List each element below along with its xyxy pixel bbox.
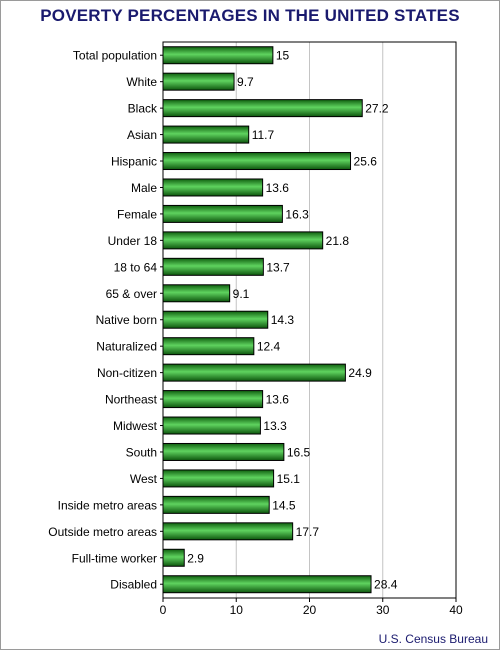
value-label: 25.6: [354, 155, 378, 169]
source-note: U.S. Census Bureau: [378, 632, 488, 646]
category-label: Northeast: [105, 393, 158, 407]
value-label: 14.3: [271, 313, 295, 327]
bar-1: [162, 72, 235, 91]
value-label: 15.1: [277, 472, 301, 486]
value-label: 24.9: [348, 366, 372, 380]
category-label: Midwest: [113, 419, 158, 433]
bar-11: [162, 337, 255, 356]
value-label: 9.1: [233, 287, 250, 301]
bar-4: [162, 152, 352, 171]
value-label: 15: [276, 49, 290, 63]
value-label: 9.7: [237, 75, 254, 89]
category-label: Hispanic: [111, 155, 157, 169]
category-label: Native born: [96, 313, 157, 327]
bar-2: [162, 99, 363, 118]
axes: Total population White Black Asian Hispanic M…: [48, 41, 463, 617]
value-label: 11.7: [252, 128, 275, 142]
bar-17: [162, 495, 270, 514]
bar-8: [162, 257, 264, 276]
x-tick-label: 30: [376, 603, 390, 617]
value-label: 16.5: [287, 445, 311, 459]
category-label: 18 to 64: [114, 260, 158, 274]
category-label: Inside metro areas: [58, 498, 157, 512]
bar-9: [162, 284, 231, 303]
bar-13: [162, 390, 264, 409]
category-label: Non-citizen: [97, 366, 157, 380]
category-label: Disabled: [110, 578, 157, 592]
value-label: 13.6: [266, 181, 290, 195]
bars: 15 9.7 27.2 11.7 25.6 13.6 16.3 21.8 13.7 9.1 14.3…: [162, 46, 398, 594]
category-label: Full-time worker: [72, 551, 157, 565]
x-tick-label: 20: [303, 603, 317, 617]
bar-19: [162, 548, 185, 567]
category-label: Female: [117, 207, 157, 221]
chart-title: POVERTY PERCENTAGES IN THE UNITED STATES: [40, 6, 460, 25]
bar-6: [162, 204, 283, 223]
category-label: White: [126, 75, 157, 89]
bar-12: [162, 363, 346, 382]
bar-5: [162, 178, 264, 197]
category-label: Under 18: [108, 234, 158, 248]
value-label: 12.4: [257, 340, 281, 354]
bar-20: [162, 575, 372, 594]
category-label: Male: [131, 181, 157, 195]
category-label: 65 & over: [106, 287, 157, 301]
bar-7: [162, 231, 324, 250]
category-label: Asian: [127, 128, 157, 142]
category-label: West: [130, 472, 158, 486]
value-label: 28.4: [374, 578, 398, 592]
bar-18: [162, 522, 294, 541]
x-tick-label: 40: [449, 603, 463, 617]
category-label: South: [126, 445, 157, 459]
bar-16: [162, 469, 275, 488]
bar-0: [162, 46, 274, 65]
x-tick-label: 0: [160, 603, 167, 617]
value-label: 13.3: [263, 419, 287, 433]
value-label: 13.6: [266, 393, 290, 407]
bar-15: [162, 442, 285, 461]
value-label: 21.8: [326, 234, 350, 248]
category-label: Total population: [73, 49, 157, 63]
bar-3: [162, 125, 250, 144]
x-tick-label: 10: [230, 603, 244, 617]
value-label: 2.9: [187, 551, 204, 565]
category-label: Outside metro areas: [48, 525, 157, 539]
value-label: 27.2: [365, 102, 389, 116]
bar-14: [162, 416, 261, 435]
value-label: 16.3: [285, 207, 309, 221]
category-label: Black: [128, 102, 158, 116]
category-label: Naturalized: [96, 340, 157, 354]
value-label: 13.7: [266, 260, 290, 274]
bar-10: [162, 310, 269, 329]
value-label: 14.5: [272, 498, 296, 512]
value-label: 17.7: [296, 525, 320, 539]
